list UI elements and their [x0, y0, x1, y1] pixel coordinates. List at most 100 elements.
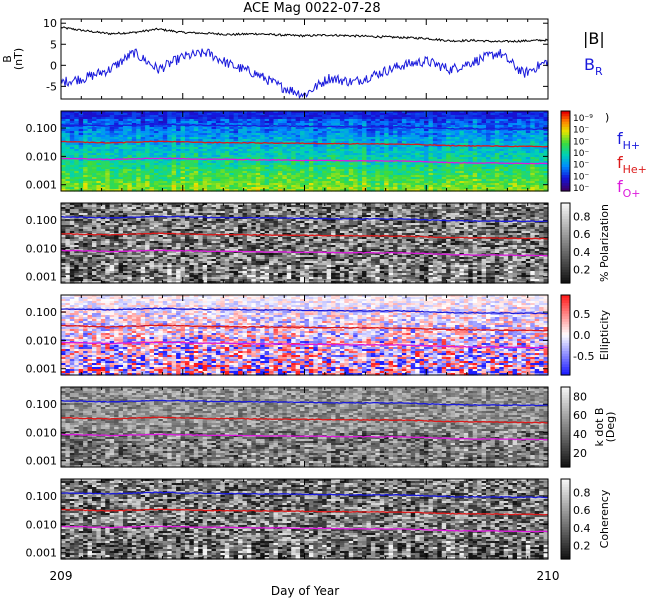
heatmap-cell [114, 149, 120, 152]
heatmap-cell [167, 147, 173, 150]
heatmap-cell [91, 173, 98, 176]
heatmap-cell [202, 129, 208, 132]
heatmap-cell [87, 135, 93, 138]
heatmap-cell [189, 155, 195, 158]
heatmap-cell [136, 173, 142, 176]
heatmap-cell [83, 177, 89, 180]
heatmap-cell [96, 151, 102, 154]
heatmap-cell [83, 119, 89, 122]
heatmap-cell [140, 119, 146, 122]
heatmap-cell [184, 173, 190, 176]
heatmap-cell [136, 145, 142, 148]
heatmap-cell [162, 187, 168, 190]
heatmap-cell [105, 153, 111, 156]
heatmap-cell [78, 117, 84, 120]
heatmap-cell [207, 115, 213, 118]
heatmap-cell [176, 131, 182, 134]
heatmap-cell [65, 159, 71, 162]
heatmap-cell [65, 131, 71, 134]
heatmap-cell [61, 189, 67, 192]
heatmap-cell [78, 153, 84, 156]
heatmap-cell [69, 145, 75, 148]
heatmap-cell [193, 123, 199, 126]
heatmap-cell [198, 189, 204, 192]
heatmap-cell [136, 137, 142, 140]
heatmap-cell [149, 177, 155, 180]
heatmap-cell [61, 179, 67, 182]
heatmap-cell [193, 167, 199, 170]
heatmap-cell [145, 173, 151, 176]
heatmap-cell [189, 189, 195, 192]
heatmap-cell [140, 115, 146, 118]
heatmap-cell [145, 163, 151, 166]
heatmap-cell [193, 163, 199, 166]
heatmap-cell [131, 143, 137, 146]
heatmap-cell [91, 185, 98, 188]
heatmap-cell [207, 133, 213, 136]
heatmap-cell [122, 157, 129, 160]
heatmap-cell [96, 149, 102, 152]
heatmap-cell [127, 129, 133, 132]
heatmap-cell [167, 115, 173, 118]
heatmap-cell [198, 121, 204, 124]
heatmap-cell [140, 153, 146, 156]
heatmap-cell [149, 143, 155, 146]
heatmap-cell [65, 187, 71, 190]
heatmap-cell [118, 165, 124, 168]
heatmap-cell [180, 119, 186, 122]
heatmap-cell [136, 165, 142, 168]
heatmap-cell [184, 165, 190, 168]
heatmap-cell [100, 147, 106, 150]
heatmap-cell [184, 171, 190, 174]
heatmap-cell [149, 127, 155, 130]
heatmap-cell [149, 167, 155, 170]
heatmap-cell [145, 137, 151, 140]
heatmap-cell [105, 177, 111, 180]
heatmap-cell [193, 181, 199, 184]
heatmap-cell [61, 153, 67, 156]
heatmap-cell [131, 161, 137, 164]
heatmap-cell [69, 117, 75, 120]
heatmap-cell [109, 179, 115, 182]
heatmap-cell [140, 133, 146, 136]
heatmap-cell [131, 131, 137, 134]
heatmap-cell [78, 149, 84, 152]
heatmap-cell [162, 121, 168, 124]
heatmap-cell [74, 159, 80, 162]
heatmap-cell [202, 133, 208, 136]
heatmap-cell [158, 177, 164, 180]
heatmap-cell [109, 167, 115, 170]
heatmap-cell [114, 159, 120, 162]
heatmap-cell [105, 119, 111, 122]
heatmap-cell [91, 157, 98, 160]
heatmap-cell [153, 119, 159, 122]
heatmap-cell [153, 125, 159, 128]
heatmap-cell [114, 129, 120, 132]
heatmap-cell [149, 181, 155, 184]
heatmap-cell [153, 163, 159, 166]
heatmap-cell [114, 111, 120, 114]
heatmap-cell [136, 139, 142, 142]
heatmap-cell [171, 179, 177, 182]
heatmap-cell [153, 159, 159, 162]
heatmap-cell [180, 149, 186, 152]
heatmap-cell [189, 145, 195, 148]
heatmap-cell [158, 119, 164, 122]
heatmap-cell [158, 165, 164, 168]
heatmap-cell [118, 155, 124, 158]
heatmap-cell [158, 173, 164, 176]
heatmap-cell [87, 159, 93, 162]
heatmap-cell [198, 177, 204, 180]
heatmap-cell [136, 185, 142, 188]
heatmap-cell [171, 185, 177, 188]
heatmap-cell [109, 137, 115, 140]
heatmap-cell [78, 167, 84, 170]
heatmap-cell [184, 149, 190, 152]
colorbar-tick-label: 10⁻ [573, 137, 589, 147]
heatmap-cell [189, 173, 195, 176]
heatmap-cell [122, 143, 129, 146]
heatmap-cell [184, 155, 190, 158]
heatmap-cell [158, 171, 164, 174]
heatmap-cell [96, 143, 102, 146]
heatmap-cell [145, 161, 151, 164]
